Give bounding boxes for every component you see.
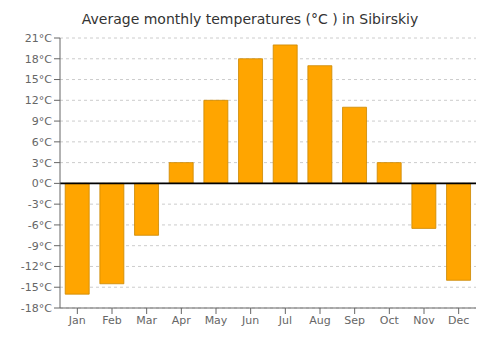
svg-text:Dec: Dec	[448, 314, 469, 327]
svg-text:6°C: 6°C	[32, 136, 52, 149]
svg-text:Apr: Apr	[172, 314, 192, 327]
svg-text:0°C: 0°C	[32, 177, 52, 190]
svg-text:Jun: Jun	[241, 314, 259, 327]
svg-text:Sep: Sep	[344, 314, 365, 327]
svg-text:-12°C: -12°C	[21, 260, 52, 273]
svg-text:May: May	[205, 314, 228, 327]
svg-text:12°C: 12°C	[25, 94, 52, 107]
svg-text:-15°C: -15°C	[21, 281, 52, 294]
svg-text:Feb: Feb	[102, 314, 121, 327]
svg-text:Jan: Jan	[68, 314, 86, 327]
svg-text:-18°C: -18°C	[21, 302, 52, 315]
svg-text:21°C: 21°C	[25, 32, 52, 45]
svg-text:Aug: Aug	[309, 314, 330, 327]
svg-text:Mar: Mar	[136, 314, 157, 327]
svg-text:Oct: Oct	[380, 314, 400, 327]
svg-text:15°C: 15°C	[25, 73, 52, 86]
svg-text:3°C: 3°C	[32, 157, 52, 170]
svg-text:Nov: Nov	[413, 314, 435, 327]
svg-text:18°C: 18°C	[25, 53, 52, 66]
svg-text:Jul: Jul	[278, 314, 292, 327]
svg-text:-3°C: -3°C	[28, 198, 52, 211]
svg-text:9°C: 9°C	[32, 115, 52, 128]
svg-text:-6°C: -6°C	[28, 219, 52, 232]
html-text:Average monthly temperatures (: Average monthly temperatures (°C ) in Si…	[81, 11, 419, 27]
svg-text:-9°C: -9°C	[28, 240, 52, 253]
